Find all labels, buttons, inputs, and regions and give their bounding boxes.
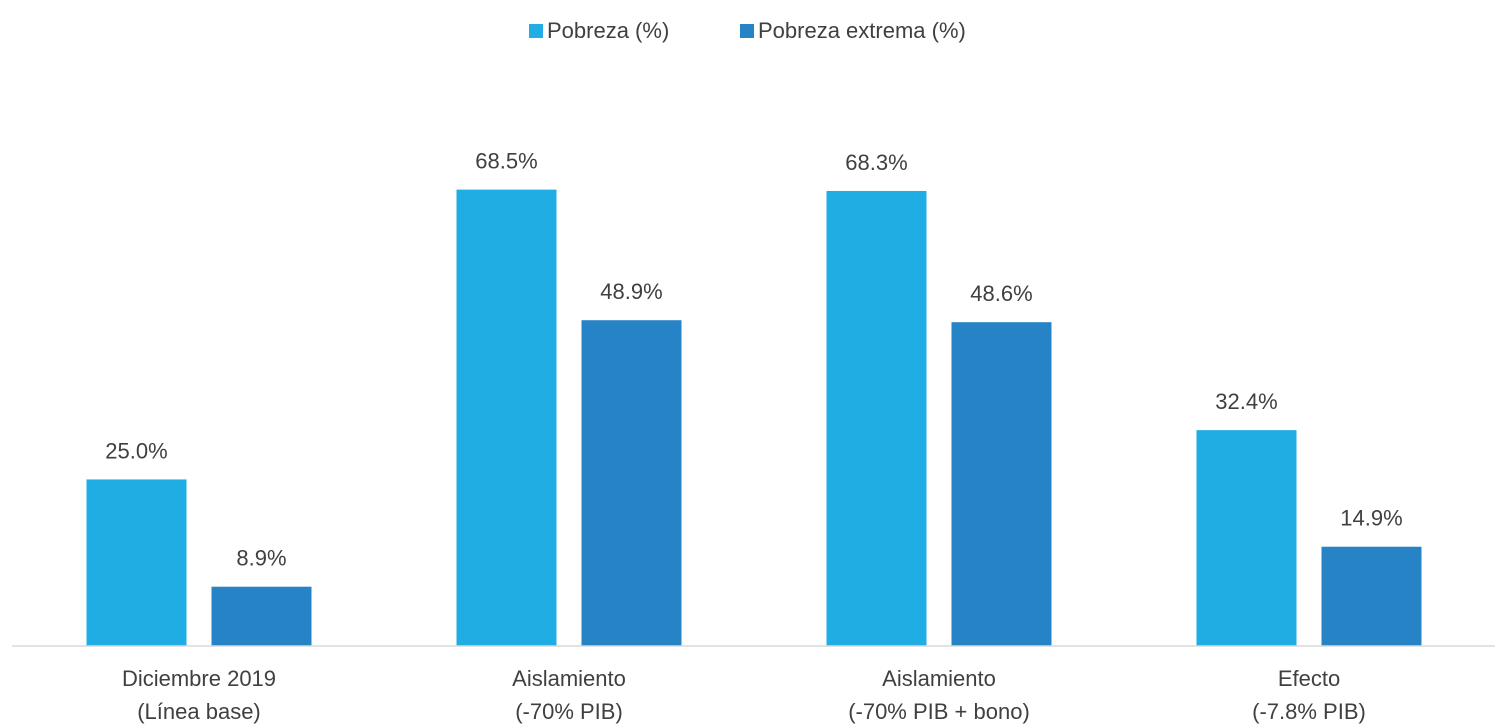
- bar: [826, 190, 927, 647]
- bar: [581, 320, 682, 646]
- legend-swatch: [529, 24, 543, 38]
- value-label: 48.9%: [600, 279, 662, 304]
- bar: [456, 189, 557, 646]
- x-tick-label: Efecto: [1278, 666, 1340, 691]
- x-tick-label: Aislamiento: [512, 666, 626, 691]
- legend-swatch: [740, 24, 754, 38]
- value-label: 68.3%: [845, 150, 907, 175]
- x-tick-label: (-7.8% PIB): [1252, 699, 1366, 724]
- value-label: 48.6%: [970, 281, 1032, 306]
- value-label: 32.4%: [1215, 389, 1277, 414]
- value-label: 68.5%: [475, 148, 537, 173]
- bar: [86, 479, 187, 646]
- x-tick-label: (Línea base): [137, 699, 261, 724]
- x-tick-label: Diciembre 2019: [122, 666, 276, 691]
- x-tick-label: (-70% PIB): [515, 699, 623, 724]
- bar: [951, 322, 1052, 646]
- bar: [1196, 430, 1297, 646]
- bar: [1321, 546, 1422, 646]
- legend-label: Pobreza extrema (%): [758, 18, 966, 43]
- x-tick-label: Aislamiento: [882, 666, 996, 691]
- bar: [211, 586, 312, 646]
- x-tick-label: (-70% PIB + bono): [848, 699, 1030, 724]
- legend-label: Pobreza (%): [547, 18, 669, 43]
- value-label: 25.0%: [105, 438, 167, 463]
- value-label: 8.9%: [236, 546, 286, 571]
- value-label: 14.9%: [1340, 506, 1402, 531]
